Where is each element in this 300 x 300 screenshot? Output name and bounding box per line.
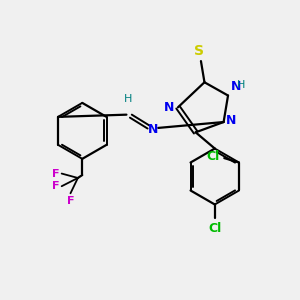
Text: N: N bbox=[226, 114, 236, 127]
Text: F: F bbox=[67, 196, 74, 206]
Text: Cl: Cl bbox=[207, 150, 220, 163]
Text: N: N bbox=[230, 80, 241, 93]
Text: N: N bbox=[164, 101, 174, 114]
Text: N: N bbox=[148, 123, 158, 136]
Text: H: H bbox=[124, 94, 132, 104]
Text: F: F bbox=[52, 169, 59, 178]
Text: F: F bbox=[52, 181, 59, 191]
Text: H: H bbox=[237, 80, 245, 90]
Text: Cl: Cl bbox=[208, 222, 221, 235]
Text: S: S bbox=[194, 44, 205, 58]
